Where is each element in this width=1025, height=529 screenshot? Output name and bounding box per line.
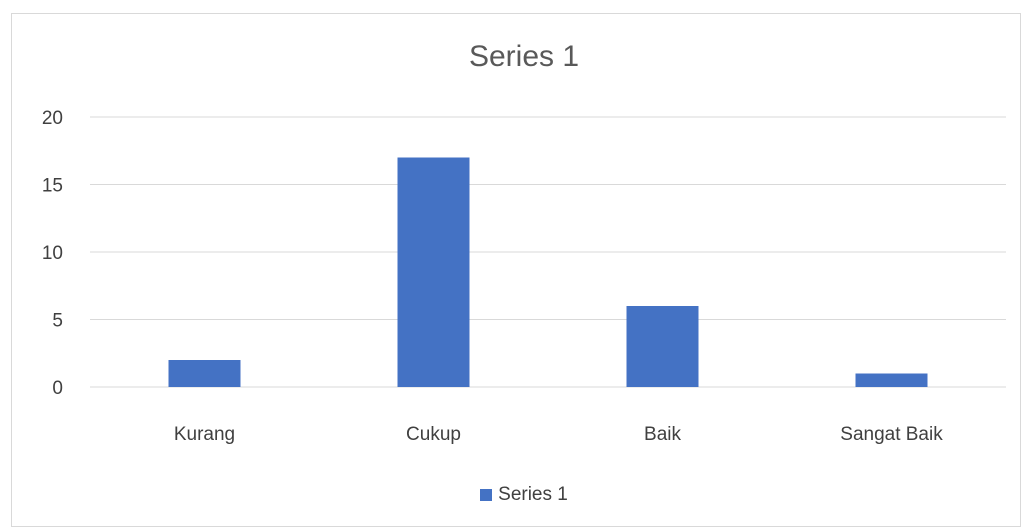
x-tick-label: Cukup <box>406 424 461 445</box>
x-tick-label: Baik <box>644 424 681 445</box>
x-axis-tick-labels: Kurang Cukup Baik Sangat Baik <box>174 424 943 445</box>
bar-cukup <box>397 157 470 387</box>
y-axis-tick-labels: 0 5 10 15 20 <box>42 108 63 399</box>
y-tick-label: 10 <box>42 243 63 264</box>
y-tick-label: 20 <box>42 108 63 129</box>
legend-label: Series 1 <box>498 484 568 505</box>
y-tick-label: 0 <box>52 378 63 399</box>
y-tick-label: 15 <box>42 176 63 197</box>
y-tick-label: 5 <box>52 311 63 332</box>
chart-area <box>11 13 1021 527</box>
x-tick-label: Sangat Baik <box>840 424 943 445</box>
bar-sangat-baik <box>855 373 928 387</box>
legend: Series 1 <box>0 484 1025 506</box>
bar-kurang <box>168 360 241 387</box>
bar-baik <box>626 306 699 387</box>
chart-title: Series 1 <box>468 40 580 73</box>
legend-swatch <box>480 489 493 501</box>
x-tick-label: Kurang <box>174 424 235 445</box>
gridlines <box>90 116 1006 388</box>
bars <box>168 157 928 387</box>
